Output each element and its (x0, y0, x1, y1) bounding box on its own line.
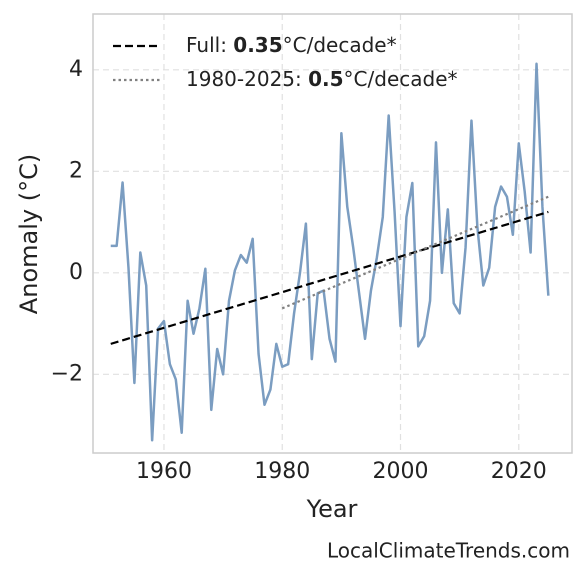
legend-text: 0.5 (308, 67, 343, 91)
y-tick-label: 0 (69, 260, 83, 285)
y-tick-label: −2 (51, 361, 83, 386)
legend-text: Full: (186, 33, 233, 57)
x-tick-label: 1960 (136, 459, 192, 484)
legend-text: 1980-2025: (186, 67, 308, 91)
y-axis-label: Anomaly (°C) (15, 154, 43, 314)
y-tick-label: 2 (69, 158, 83, 183)
legend-text: °C/decade* (344, 67, 458, 91)
data-line (110, 62, 550, 442)
source: LocalClimateTrends.com (327, 539, 570, 563)
legend-label: Full: 0.35°C/decade* (186, 33, 397, 57)
x-tick-label: 1980 (254, 459, 310, 484)
legend-text: °C/decade* (283, 33, 397, 57)
trend-line (110, 210, 549, 345)
y-tick-label: 4 (69, 57, 83, 82)
legend-text: 0.35 (233, 33, 282, 57)
x-tick-label: 2000 (373, 459, 429, 484)
legend-label: 1980-2025: 0.5°C/decade* (186, 67, 458, 91)
x-tick-label: 2020 (491, 459, 547, 484)
trend-line (281, 195, 549, 310)
x-axis-label: Year (306, 495, 358, 523)
plot-frame (92, 13, 573, 454)
